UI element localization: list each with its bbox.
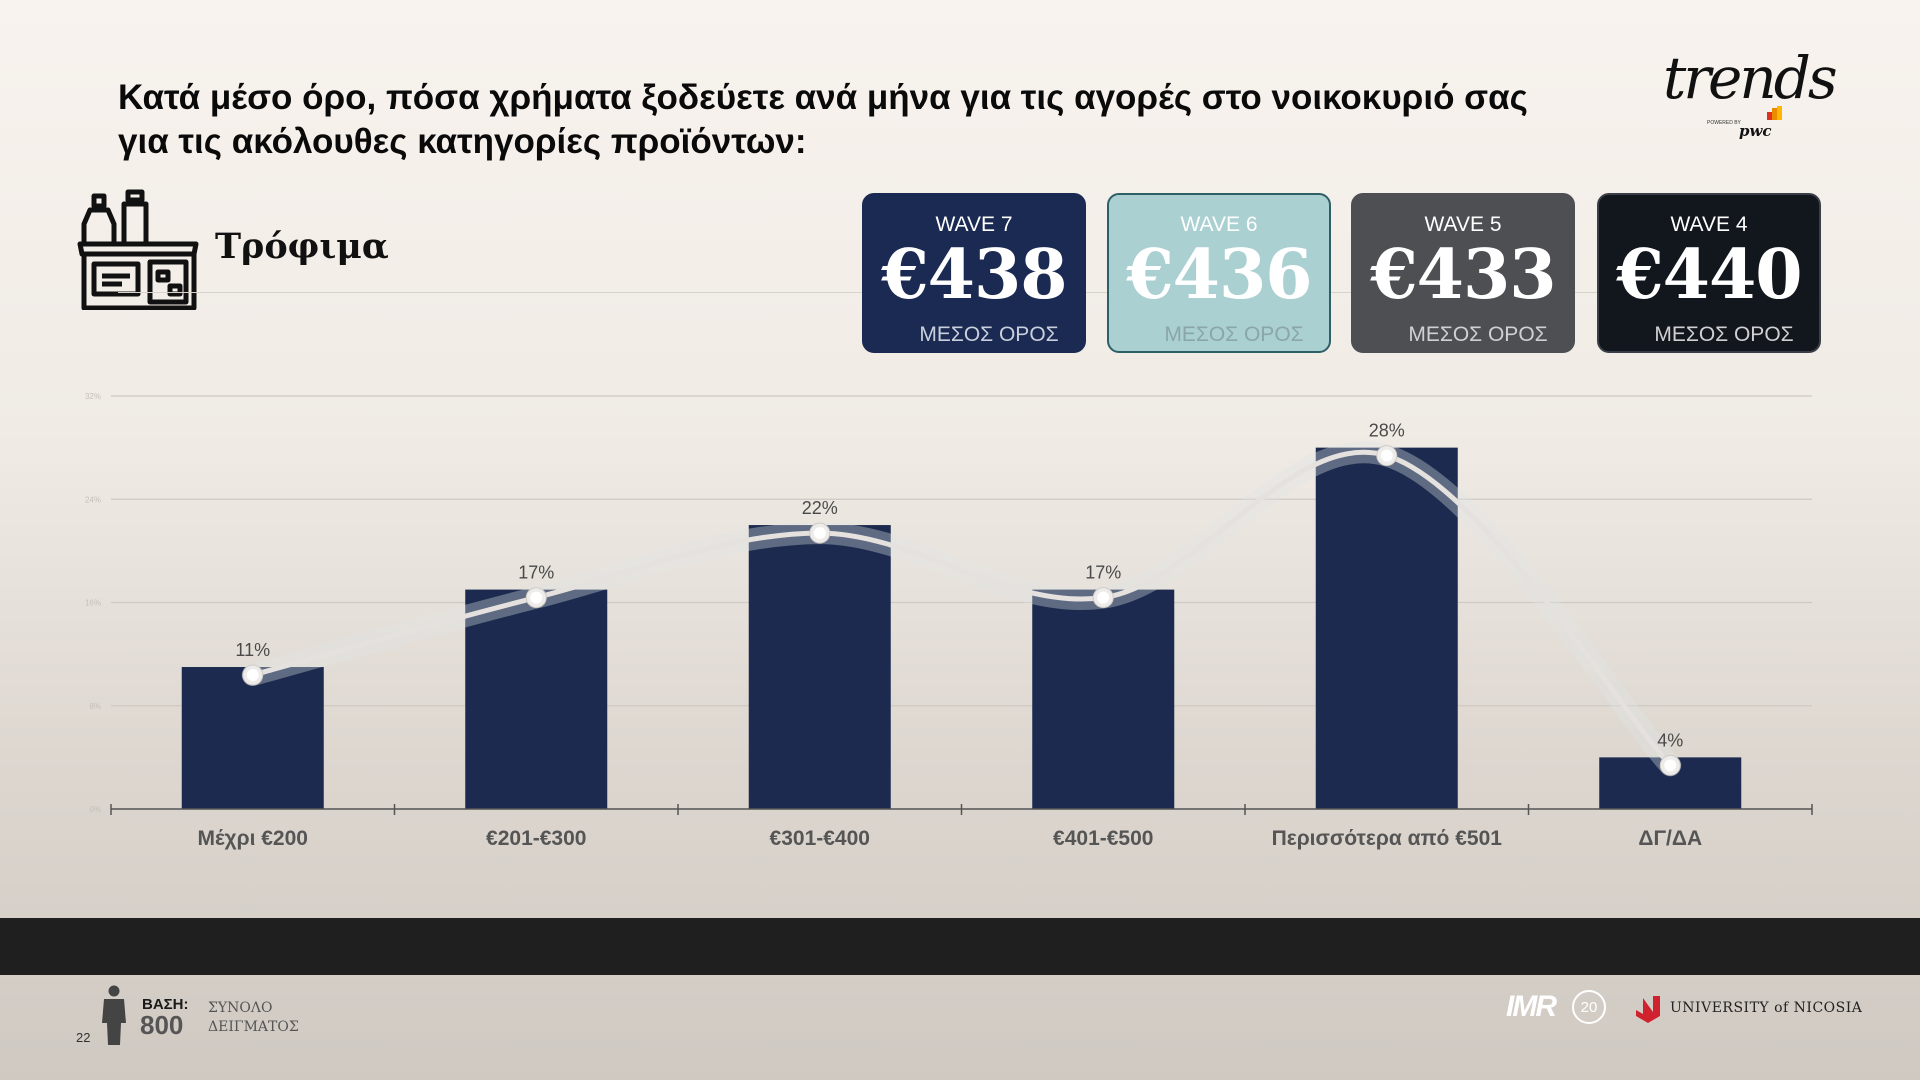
pwc-mark-icon — [1767, 106, 1783, 120]
university-of-nicosia-logo-icon — [1636, 996, 1660, 1023]
bar — [181, 667, 324, 809]
data-label: 28% — [1369, 421, 1405, 441]
pwc-wordmark: pwc — [1739, 122, 1772, 140]
bar — [465, 589, 608, 809]
y-tick-label: 8% — [89, 702, 101, 711]
wave-card-7: WAVE 7 €438 ΜΕΣΟΣ ΟΡΟΣ — [862, 193, 1086, 353]
wave-card-5: WAVE 5 €433 ΜΕΣΟΣ ΟΡΟΣ — [1351, 193, 1575, 353]
wave-label: WAVE 5 — [1424, 213, 1502, 236]
data-label: 22% — [802, 498, 838, 518]
imr-logo: IMR 20 — [1504, 988, 1616, 1028]
category-label: Τρόφιμα — [215, 226, 389, 267]
wave-mean-label: ΜΕΣΟΣ ΟΡΟΣ — [1408, 323, 1548, 346]
x-category-label: €401-€500 — [1053, 827, 1153, 850]
series-point-core — [813, 527, 826, 540]
series-point-core — [1664, 759, 1677, 772]
wave-card-6: WAVE 6 €436 ΜΕΣΟΣ ΟΡΟΣ — [1107, 193, 1331, 353]
page-number: 22 — [76, 1030, 91, 1045]
series-point-core — [530, 591, 543, 604]
x-category-label: ΔΓ/ΔΑ — [1638, 827, 1702, 850]
x-category-label: €201-€300 — [486, 827, 586, 850]
base-desc-line-1: ΣΥΝΟΛΟ — [208, 1000, 273, 1016]
wave-card-4: WAVE 4 €440 ΜΕΣΟΣ ΟΡΟΣ — [1597, 193, 1821, 353]
data-label: 11% — [235, 640, 270, 660]
x-category-label: €301-€400 — [770, 827, 870, 850]
spending-bar-chart: 0% 8% 16% 24% 32% 11% 17% 22% 17% 28% 4% Μέχρι €200… — [85, 392, 1813, 850]
wave-label: WAVE 6 — [1180, 213, 1258, 236]
wave-mean-label: ΜΕΣΟΣ ΟΡΟΣ — [1654, 323, 1794, 346]
wave-label: WAVE 7 — [935, 213, 1013, 236]
footer-band — [0, 918, 1920, 975]
series-point-core — [1380, 449, 1393, 462]
groceries-icon — [77, 189, 199, 310]
x-category-label: Μέχρι €200 — [198, 827, 308, 850]
trends-logo: trends POWERED BY pwc — [1655, 44, 1838, 154]
series-point-core — [246, 669, 259, 682]
trends-wordmark: trends — [1663, 44, 1838, 112]
wave-value: €436 — [1126, 235, 1312, 315]
bar — [1032, 589, 1175, 809]
y-tick-label: 0% — [89, 805, 101, 814]
wave-label: WAVE 4 — [1670, 213, 1748, 236]
wave-value: €440 — [1616, 235, 1802, 315]
series-point-core — [1097, 591, 1110, 604]
y-tick-label: 16% — [85, 599, 101, 608]
powered-by-label: POWERED BY — [1707, 120, 1741, 126]
series-line — [250, 449, 1673, 768]
base-value: 800 — [140, 1010, 184, 1040]
base-desc-line-2: ΔΕΙΓΜΑΤΟΣ — [208, 1019, 299, 1035]
university-of-nicosia-name: UNIVERSITY of NICOSIA — [1670, 1000, 1863, 1016]
data-label: 17% — [518, 563, 554, 583]
wave-value: €438 — [881, 235, 1067, 315]
bar — [1315, 447, 1458, 809]
base-description: ΣΥΝΟΛΟ ΔΕΙΓΜΑΤΟΣ — [208, 999, 328, 1037]
y-tick-label: 32% — [85, 392, 101, 401]
wave-mean-label: ΜΕΣΟΣ ΟΡΟΣ — [919, 323, 1059, 346]
wave-mean-label: ΜΕΣΟΣ ΟΡΟΣ — [1164, 323, 1304, 346]
wave-value: €433 — [1370, 235, 1556, 315]
bar — [748, 525, 891, 809]
y-tick-label: 24% — [85, 495, 101, 504]
data-label: 4% — [1657, 730, 1683, 750]
imr-wordmark: IMR — [1506, 990, 1557, 1023]
page-title: Κατά μέσο όρο, πόσα χρήματα ξοδεύετε ανά… — [118, 78, 1528, 161]
imr-20-years-badge: 20 — [1572, 990, 1606, 1024]
data-label: 17% — [1085, 563, 1121, 583]
base-label: ΒΑΣΗ: — [142, 996, 189, 1013]
x-category-label: Περισσότερα από €501 — [1272, 827, 1503, 850]
person-icon — [102, 985, 126, 1045]
